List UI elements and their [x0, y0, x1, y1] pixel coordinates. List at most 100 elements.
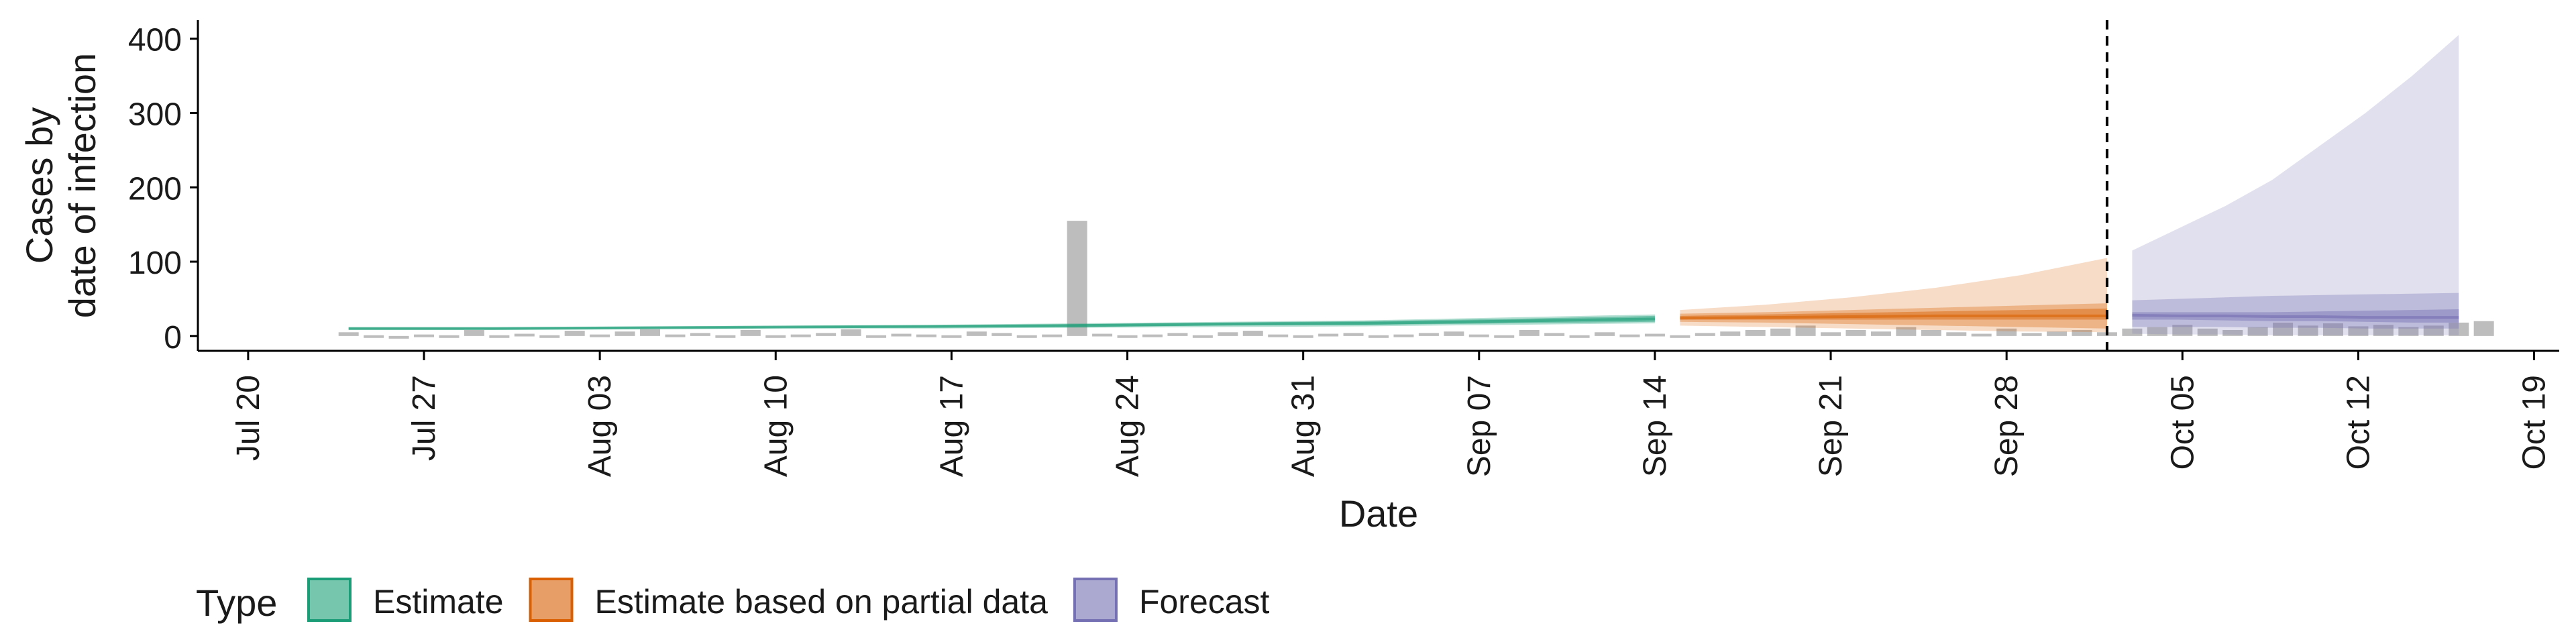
observed-case-bar: [2247, 327, 2268, 336]
observed-case-bar: [414, 334, 435, 337]
observed-case-bar: [2449, 322, 2469, 336]
estimate-median-line: [348, 317, 1655, 330]
observed-case-bar: [1745, 329, 1766, 336]
legend-title: Type: [196, 582, 277, 624]
observed-case-bar: [1996, 328, 2017, 336]
observed-case-bar: [2322, 323, 2343, 336]
observed-case-bar: [1921, 329, 1941, 336]
forecast-band-50: [2132, 292, 2459, 329]
observed-case-bar: [1770, 328, 1791, 336]
x-tick-label: Sep 07: [1462, 375, 1497, 477]
observed-case-bar: [2373, 325, 2394, 336]
y-tick-label: 300: [128, 97, 182, 132]
x-tick-label: Sep 28: [1989, 375, 2025, 477]
observed-case-bar: [1092, 333, 1113, 337]
observed-case-bar: [841, 329, 861, 336]
observed-case-bar: [790, 334, 811, 337]
x-tick-label: Oct 05: [2165, 375, 2200, 470]
observed-case-bar: [1343, 333, 1364, 336]
y-axis-ticks: 0 100 200 300 400: [128, 23, 198, 356]
y-tick-label: 200: [128, 171, 182, 207]
observed-case-bar: [1896, 327, 1917, 336]
observed-case-bar: [1795, 325, 1816, 336]
observed-case-bar: [991, 333, 1012, 336]
observed-case-bar: [1644, 333, 1665, 337]
observed-case-bar: [2072, 329, 2092, 336]
observed-case-bar: [916, 334, 936, 337]
observed-case-bar: [2047, 331, 2068, 336]
observed-case-bar: [1444, 331, 1464, 336]
x-tick-label: Aug 17: [934, 375, 969, 477]
median-lines: [348, 313, 2459, 330]
observed-case-bar: [2473, 321, 2494, 336]
forecast-band-90: [2132, 35, 2459, 335]
observed-case-bar: [1318, 333, 1339, 337]
observed-case-bar: [2021, 333, 2042, 336]
y-tick-label: 100: [128, 246, 182, 281]
x-tick-label: Oct 19: [2517, 375, 2553, 470]
estimate-bands: [348, 35, 2459, 335]
observed-case-bar: [1117, 335, 1138, 338]
observed-cases-bars: [338, 221, 2494, 339]
observed-case-bar: [1821, 332, 1841, 336]
observed-case-bar: [364, 335, 384, 338]
legend-label: Forecast: [1139, 583, 1270, 621]
observed-case-bar: [1142, 334, 1163, 337]
partial-median-line: [1680, 314, 2107, 320]
observed-case-bar: [2298, 325, 2318, 336]
observed-case-bar: [1192, 335, 1213, 338]
observed-case-bar: [388, 335, 409, 339]
observed-case-bar: [2122, 328, 2143, 336]
observed-case-bar: [640, 329, 661, 336]
observed-case-bar: [1293, 335, 1313, 338]
observed-case-bar: [866, 335, 887, 338]
legend-swatch: [1073, 578, 1118, 622]
observed-case-bar: [941, 335, 962, 338]
observed-case-bar: [1016, 335, 1037, 338]
observed-case-bar: [2172, 325, 2193, 336]
legend-label: Estimate: [373, 583, 504, 621]
observed-case-bar: [1519, 329, 1540, 336]
axes: 0 100 200 300 400 Jul 20 Jul 27 Aug 03 Aug 10 Au…: [128, 20, 2559, 477]
observed-case-bar: [1242, 331, 1263, 336]
x-tick-label: Jul 20: [231, 375, 266, 461]
x-tick-label: Jul 27: [407, 375, 442, 461]
observed-case-bar: [1845, 329, 1866, 336]
legend-swatch: [307, 578, 352, 622]
legend-swatch: [529, 578, 574, 622]
observed-case-bar: [1167, 333, 1188, 336]
observed-case-bar: [1067, 221, 1087, 336]
observed-case-bar: [2423, 325, 2444, 336]
observed-case-bar: [439, 335, 460, 338]
observed-case-bar: [1971, 333, 1992, 337]
x-tick-label: Aug 24: [1110, 375, 1146, 477]
observed-case-bar: [665, 334, 686, 337]
observed-case-bar: [514, 333, 535, 337]
observed-case-bar: [1368, 335, 1389, 338]
observed-case-bar: [464, 329, 484, 336]
x-tick-label: Aug 10: [758, 375, 794, 477]
x-tick-label: Sep 21: [1813, 375, 1849, 477]
observed-case-bar: [1946, 332, 1967, 336]
observed-case-bar: [564, 331, 585, 336]
observed-case-bar: [715, 335, 736, 338]
observed-case-bar: [891, 333, 912, 337]
observed-case-bar: [1569, 335, 1590, 338]
observed-case-bar: [740, 329, 761, 336]
observed-case-bar: [1544, 333, 1565, 336]
x-axis-ticks: Jul 20 Jul 27 Aug 03 Aug 10 Aug 17 Aug 24 Aug …: [231, 351, 2553, 477]
observed-case-bar: [690, 333, 710, 336]
observed-case-bar: [2273, 322, 2294, 336]
observed-case-bar: [539, 335, 560, 338]
observed-case-bar: [338, 332, 359, 336]
observed-case-bar: [1595, 332, 1615, 336]
estimate-band-50: [348, 314, 1655, 330]
x-tick-label: Sep 14: [1638, 375, 1673, 477]
observed-case-bar: [2222, 329, 2243, 336]
plot-area: [338, 20, 2494, 351]
x-axis-label: Date: [1339, 492, 1418, 535]
observed-case-bar: [1494, 335, 1515, 338]
observed-case-bar: [1218, 332, 1238, 336]
x-tick-label: Oct 12: [2341, 375, 2376, 470]
